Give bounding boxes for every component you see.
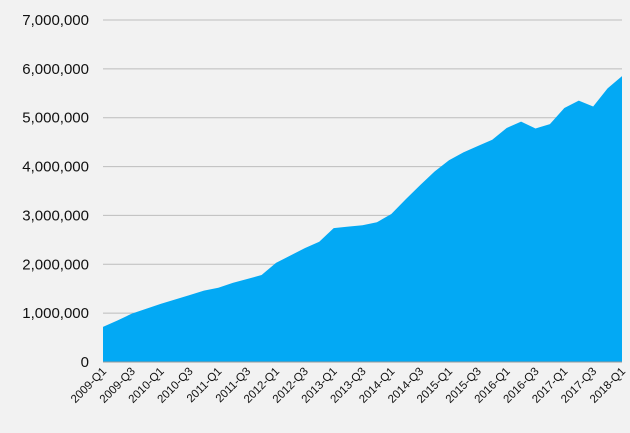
y-tick-label: 5,000,000 (22, 110, 89, 127)
area (103, 76, 622, 362)
y-tick-label: 7,000,000 (22, 12, 89, 29)
y-tick-label: 3,000,000 (22, 207, 89, 224)
y-tick-label: 2,000,000 (22, 256, 89, 273)
y-tick-label: 1,000,000 (22, 305, 89, 322)
y-tick-label: 0 (81, 354, 89, 371)
y-tick-label: 4,000,000 (22, 159, 89, 176)
y-tick-label: 6,000,000 (22, 61, 89, 78)
